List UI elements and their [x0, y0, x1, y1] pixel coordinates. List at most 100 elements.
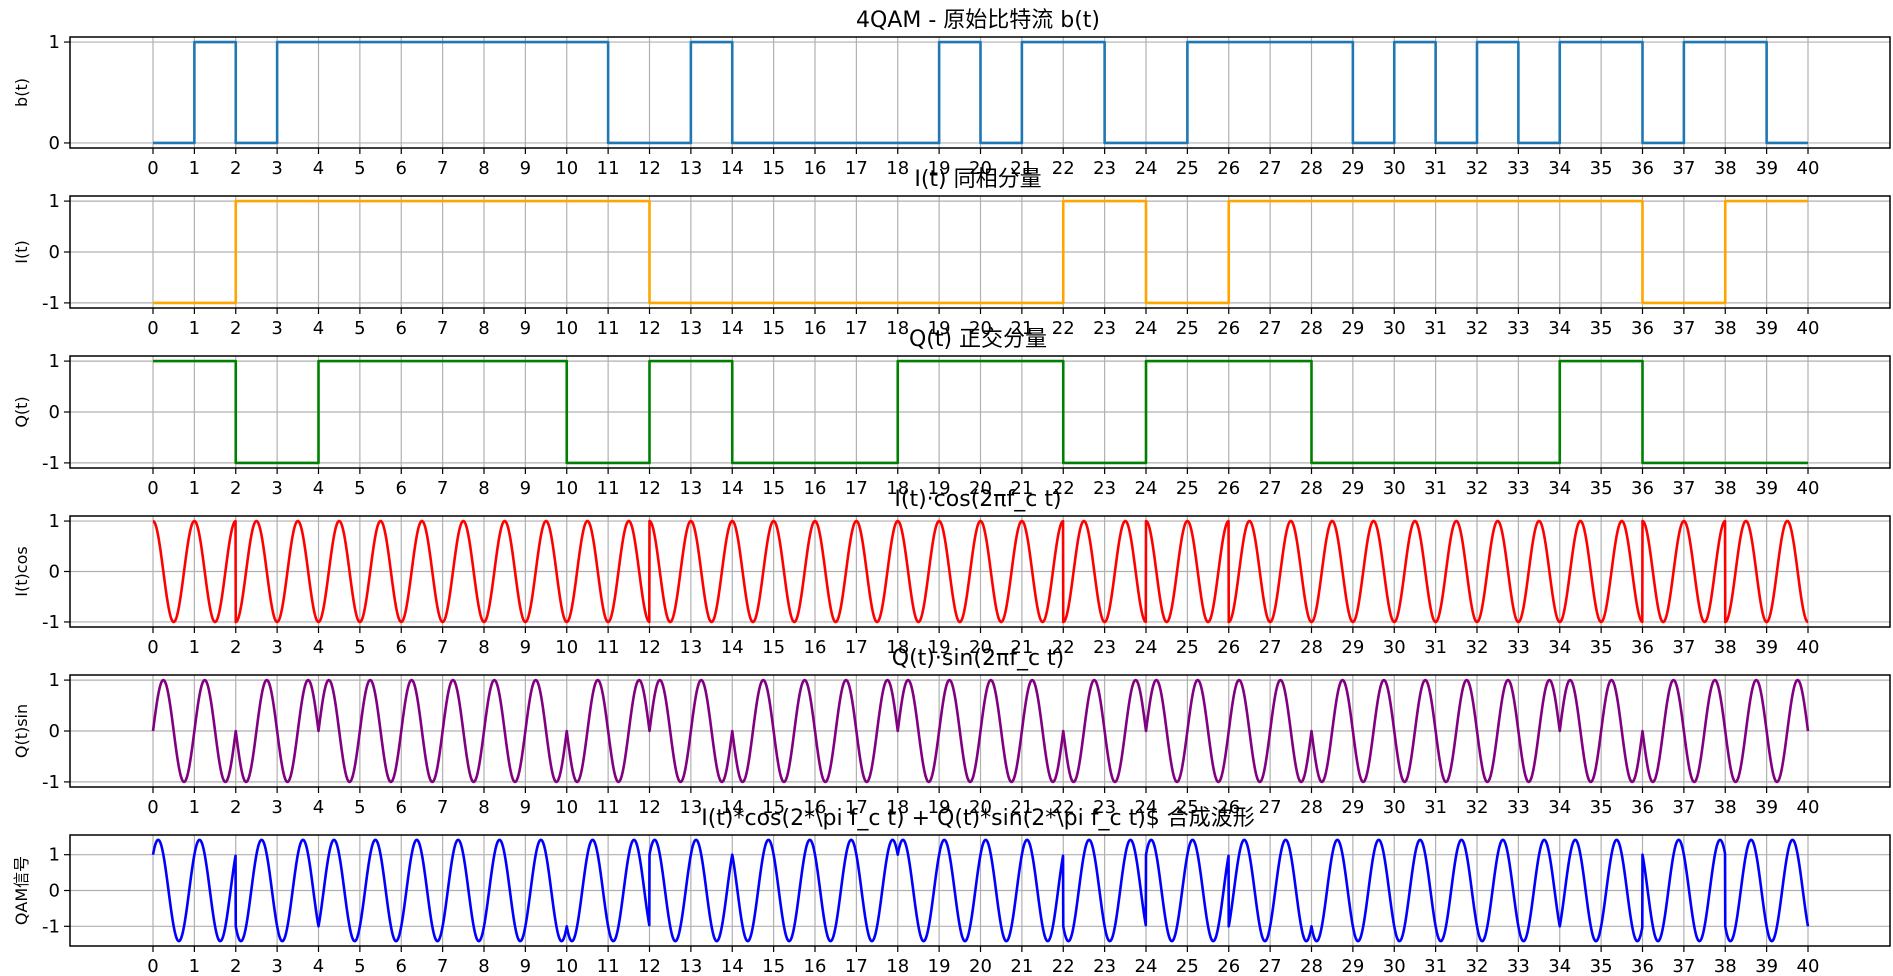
- x-tick-label: 6: [396, 318, 407, 339]
- x-tick-label: 39: [1755, 318, 1778, 339]
- x-tick-label: 25: [1176, 158, 1199, 179]
- x-tick-label: 20: [969, 158, 992, 179]
- x-tick-label: 2: [230, 956, 241, 976]
- x-tick-label: 2: [230, 637, 241, 658]
- x-tick-label: 17: [845, 956, 868, 976]
- x-tick-label: 19: [928, 478, 951, 499]
- x-tick-label: 1: [189, 797, 200, 818]
- x-tick-label: 35: [1590, 797, 1613, 818]
- x-tick-label: 5: [354, 318, 365, 339]
- x-tick-label: 23: [1093, 956, 1116, 976]
- x-tick-label: 18: [886, 478, 909, 499]
- x-tick-label: 12: [638, 478, 661, 499]
- x-tick-label: 26: [1217, 478, 1240, 499]
- x-tick-label: 2: [230, 797, 241, 818]
- x-tick-label: 35: [1590, 158, 1613, 179]
- x-tick-label: 23: [1093, 318, 1116, 339]
- x-tick-label: 3: [271, 318, 282, 339]
- y-tick-label: 1: [49, 191, 60, 212]
- x-tick-label: 5: [354, 637, 365, 658]
- x-tick-label: 17: [845, 318, 868, 339]
- x-tick-label: 6: [396, 956, 407, 976]
- x-tick-label: 36: [1631, 478, 1654, 499]
- x-tick-label: 7: [437, 637, 448, 658]
- x-tick-label: 4: [313, 637, 324, 658]
- x-tick-label: 37: [1672, 797, 1695, 818]
- x-tick-label: 7: [437, 956, 448, 976]
- x-tick-label: 14: [721, 318, 744, 339]
- y-tick-label: 0: [49, 881, 60, 902]
- x-tick-label: 39: [1755, 637, 1778, 658]
- x-tick-label: 10: [555, 956, 578, 976]
- x-tick-label: 1: [189, 478, 200, 499]
- x-tick-label: 2: [230, 478, 241, 499]
- x-tick-label: 17: [845, 158, 868, 179]
- x-tick-label: 38: [1714, 956, 1737, 976]
- x-tick-label: 25: [1176, 797, 1199, 818]
- y-tick-label: -1: [42, 612, 60, 633]
- x-tick-label: 36: [1631, 797, 1654, 818]
- x-tick-label: 5: [354, 797, 365, 818]
- x-tick-label: 16: [804, 637, 827, 658]
- x-tick-label: 27: [1259, 318, 1282, 339]
- x-tick-label: 25: [1176, 478, 1199, 499]
- x-tick-label: 7: [437, 158, 448, 179]
- x-tick-label: 34: [1548, 797, 1571, 818]
- x-tick-label: 24: [1135, 637, 1158, 658]
- y-tick-label: 0: [49, 721, 60, 742]
- series-line: [153, 359, 1808, 465]
- x-tick-label: 31: [1424, 158, 1447, 179]
- x-tick-label: 38: [1714, 158, 1737, 179]
- x-tick-label: 14: [721, 478, 744, 499]
- panel-6: 0 1 2 3 4 5 6 7 8 9 10 11 12 13 14 15 16 17 18 19 20 21 22 23 24…: [12, 806, 1891, 976]
- x-tick-label: 39: [1755, 797, 1778, 818]
- x-tick-label: 12: [638, 158, 661, 179]
- x-tick-label: 34: [1548, 478, 1571, 499]
- x-tick-label: 31: [1424, 637, 1447, 658]
- x-tick-label: 29: [1341, 478, 1364, 499]
- x-tick-label: 40: [1797, 797, 1820, 818]
- x-tick-label: 15: [762, 956, 785, 976]
- x-tick-label: 17: [845, 797, 868, 818]
- x-tick-label: 5: [354, 158, 365, 179]
- x-tick-label: 20: [969, 318, 992, 339]
- x-tick-label: 30: [1383, 318, 1406, 339]
- x-tick-label: 6: [396, 478, 407, 499]
- x-tick-label: 19: [928, 158, 951, 179]
- x-tick-label: 12: [638, 318, 661, 339]
- x-tick-label: 14: [721, 956, 744, 976]
- x-tick-label: 15: [762, 637, 785, 658]
- x-tick-label: 31: [1424, 318, 1447, 339]
- x-tick-label: 9: [520, 318, 531, 339]
- x-tick-label: 8: [478, 478, 489, 499]
- series-line: [153, 199, 1808, 305]
- x-tick-label: 1: [189, 637, 200, 658]
- x-tick-label: 38: [1714, 797, 1737, 818]
- x-tick-label: 10: [555, 158, 578, 179]
- x-tick-label: 4: [313, 158, 324, 179]
- y-tick-label: 1: [49, 32, 60, 53]
- x-tick-label: 22: [1052, 797, 1075, 818]
- x-tick-label: 23: [1093, 637, 1116, 658]
- x-tick-label: 7: [437, 318, 448, 339]
- x-tick-label: 28: [1300, 318, 1323, 339]
- x-tick-label: 27: [1259, 956, 1282, 976]
- x-tick-label: 26: [1217, 797, 1240, 818]
- y-tick-label: 1: [49, 845, 60, 866]
- y-tick-label: -1: [42, 453, 60, 474]
- x-tick-label: 26: [1217, 158, 1240, 179]
- series-line: [151, 519, 1810, 624]
- x-tick-label: 24: [1135, 478, 1158, 499]
- x-tick-label: 25: [1176, 318, 1199, 339]
- x-tick-label: 0: [147, 956, 158, 976]
- x-tick-label: 25: [1176, 956, 1199, 976]
- x-tick-label: 17: [845, 478, 868, 499]
- x-tick-label: 30: [1383, 478, 1406, 499]
- x-tick-label: 19: [928, 318, 951, 339]
- x-tick-label: 18: [886, 797, 909, 818]
- x-tick-label: 40: [1797, 956, 1820, 976]
- x-tick-label: 9: [520, 956, 531, 976]
- x-tick-label: 16: [804, 956, 827, 976]
- x-tick-label: 21: [1010, 956, 1033, 976]
- x-tick-label: 1: [189, 318, 200, 339]
